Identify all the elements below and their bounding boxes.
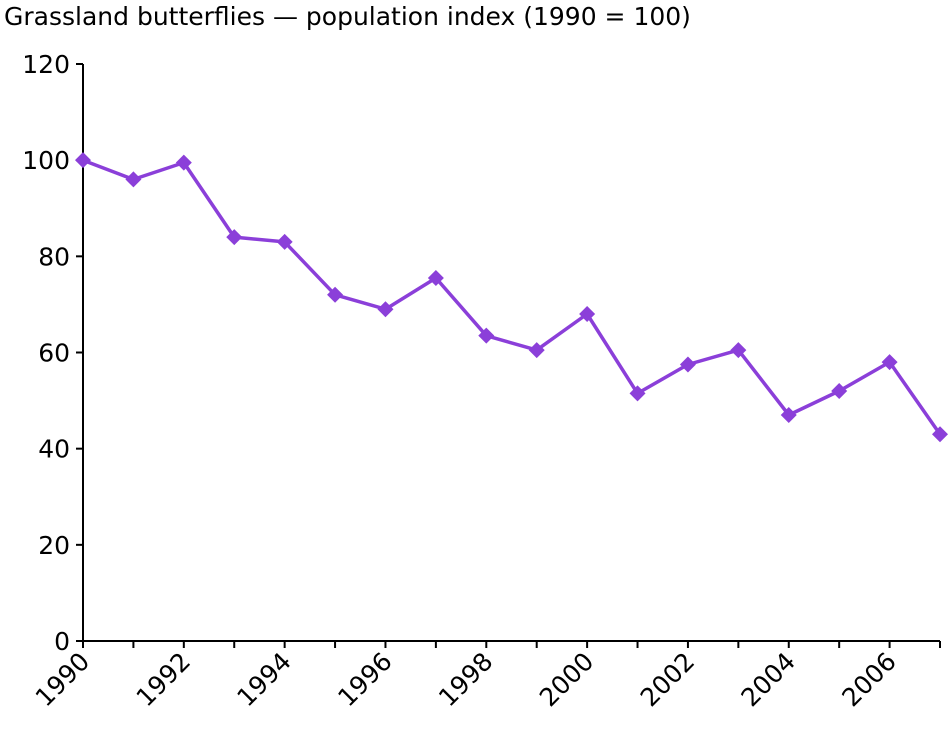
x-tick-label: 1992 <box>131 647 196 712</box>
x-tick-label: 1998 <box>433 647 498 712</box>
series-line <box>81 158 942 436</box>
x-tick-label: 2002 <box>635 647 700 712</box>
data-point <box>932 426 948 443</box>
data-point <box>377 301 394 318</box>
y-tick-label: 100 <box>22 146 70 175</box>
y-tick-label: 40 <box>38 435 70 464</box>
y-tick-label: 0 <box>54 627 70 656</box>
x-tick-label: 1996 <box>332 647 397 712</box>
data-point <box>831 382 848 399</box>
data-point <box>226 229 243 246</box>
data-point <box>528 342 545 359</box>
data-point <box>327 286 344 303</box>
y-tick-label: 60 <box>38 339 70 368</box>
data-point <box>427 269 444 286</box>
data-point <box>780 407 797 424</box>
data-point <box>478 327 495 344</box>
y-tick-label: 20 <box>38 531 70 560</box>
data-point <box>276 233 293 250</box>
x-tick-label: 2004 <box>736 647 801 712</box>
data-point <box>629 385 646 402</box>
data-point <box>730 342 747 359</box>
data-point <box>579 306 596 323</box>
x-tick-label: 1994 <box>231 647 296 712</box>
data-point <box>175 154 192 171</box>
x-tick-label: 2000 <box>534 647 599 712</box>
axes: 0 20 40 60 80 100 120 1990 1992 1994 1996 1998 2000 2… <box>22 50 941 712</box>
chart-title: Grassland butterflies — population index… <box>4 2 691 31</box>
data-point <box>881 354 898 371</box>
x-tick-label: 2006 <box>836 647 901 712</box>
y-tick-label: 80 <box>38 242 70 271</box>
data-point <box>75 152 91 169</box>
y-tick-label: 120 <box>22 50 70 79</box>
data-point <box>679 356 696 373</box>
x-tick-label: 1990 <box>30 647 95 712</box>
series-layer <box>75 152 948 443</box>
data-point <box>125 171 142 188</box>
